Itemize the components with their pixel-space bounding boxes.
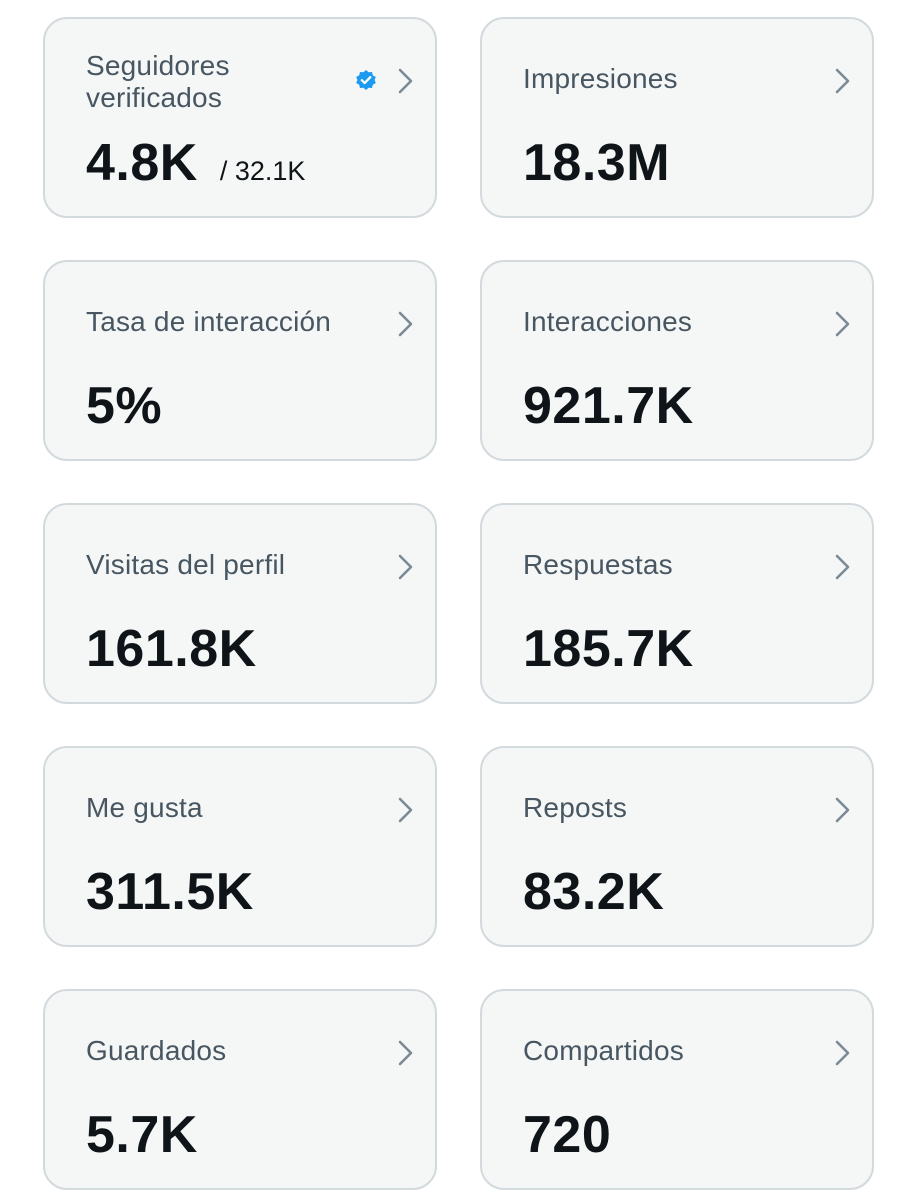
metric-value-row: 185.7K [523, 621, 694, 677]
chevron-right-icon [398, 68, 413, 94]
metric-value-row: 5% [86, 378, 162, 434]
metric-value-row: 921.7K [523, 378, 694, 434]
metric-label: Tasa de interacción [86, 306, 332, 337]
metric-value-row: 720 [523, 1107, 611, 1163]
metric-value-row: 18.3M [523, 135, 670, 191]
metric-total-value: / 32.1K [219, 156, 306, 186]
metric-value: 161.8K [86, 620, 257, 678]
chevron-right-icon [835, 554, 850, 580]
metric-value: 185.7K [523, 620, 694, 678]
metric-value-row: 311.5K [86, 864, 254, 920]
metric-value: 5.7K [86, 1106, 198, 1164]
metric-card-replies[interactable]: Respuestas 185.7K [480, 503, 874, 704]
chevron-right-icon [835, 1040, 850, 1066]
metric-label: Impresiones [523, 63, 678, 94]
metric-value: 720 [523, 1106, 612, 1164]
chevron-right-icon [398, 797, 413, 823]
chevron-right-icon [398, 311, 413, 337]
chevron-right-icon [835, 797, 850, 823]
metric-label: Interacciones [523, 306, 693, 337]
metric-value-row: 161.8K [86, 621, 257, 677]
metric-label: Visitas del perfil [86, 549, 286, 580]
metric-card-shares[interactable]: Compartidos 720 [480, 989, 874, 1190]
metric-card-impressions[interactable]: Impresiones 18.3M [480, 17, 874, 218]
metric-card-likes[interactable]: Me gusta 311.5K [43, 746, 437, 947]
metric-card-reposts[interactable]: Reposts 83.2K [480, 746, 874, 947]
metric-value: 83.2K [523, 863, 665, 921]
metric-label: Compartidos [523, 1035, 684, 1066]
metric-value: 18.3M [523, 134, 671, 192]
metric-value: 5% [86, 377, 163, 435]
metric-card-verified-followers[interactable]: Seguidores verificados 4.8K / 32.1K [43, 17, 437, 218]
metric-card-engagement-rate[interactable]: Tasa de interacción 5% [43, 260, 437, 461]
metric-label: Seguidores verificados [86, 50, 230, 113]
metric-label: Reposts [523, 792, 628, 823]
metric-label: Respuestas [523, 549, 673, 580]
metric-label: Guardados [86, 1035, 227, 1066]
metric-card-bookmarks[interactable]: Guardados 5.7K [43, 989, 437, 1190]
metric-card-profile-visits[interactable]: Visitas del perfil 161.8K [43, 503, 437, 704]
metrics-grid: Seguidores verificados 4.8K / 32.1K Impr… [43, 17, 874, 1190]
chevron-right-icon [835, 68, 850, 94]
chevron-right-icon [835, 311, 850, 337]
chevron-right-icon [398, 1040, 413, 1066]
metric-value-row: 4.8K / 32.1K [86, 135, 305, 191]
chevron-right-icon [398, 554, 413, 580]
verified-badge-icon [356, 70, 376, 90]
metric-value-row: 5.7K [86, 1107, 198, 1163]
metric-value: 921.7K [523, 377, 694, 435]
metric-value: 4.8K [86, 134, 198, 192]
metric-value: 311.5K [86, 863, 254, 921]
metric-card-engagements[interactable]: Interacciones 921.7K [480, 260, 874, 461]
metric-label: Me gusta [86, 792, 203, 823]
metric-value-row: 83.2K [523, 864, 664, 920]
